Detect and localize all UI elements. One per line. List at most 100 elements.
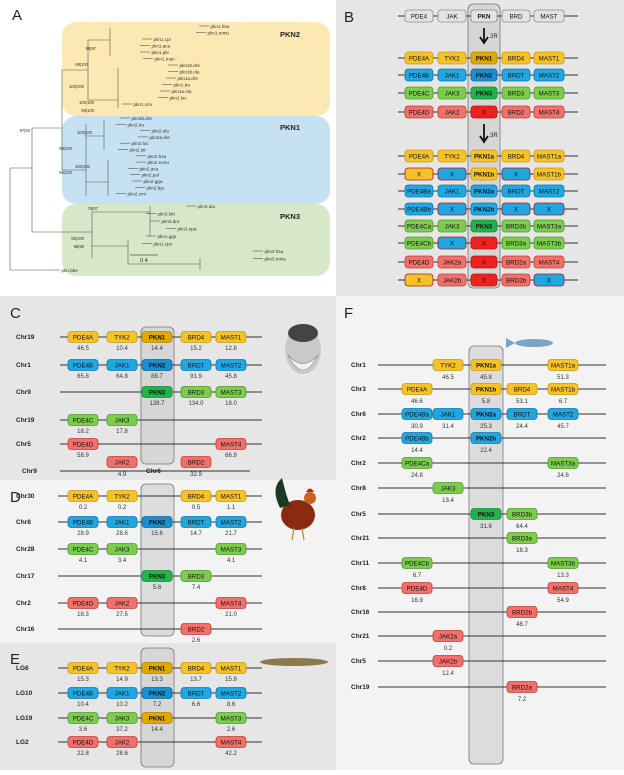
position-value: 42.2	[225, 751, 237, 757]
tree-leaf-label: pkn2.tru	[128, 122, 145, 127]
gene-box-pde4ca	[404, 219, 434, 233]
tree-leaf-label: pkn1.cpi	[154, 37, 171, 42]
position-value: 15.2	[190, 346, 202, 352]
gene-box-jak1	[106, 359, 138, 371]
tree-leaf-label: pkn1.cpo	[154, 242, 173, 247]
gene-box-pkn3	[470, 86, 498, 100]
position-value: 1.1	[227, 505, 236, 511]
gene-box-pde4cb-label: PDE4Cb	[407, 240, 432, 247]
tree-leaf-label: pkn2.fgu	[147, 185, 165, 190]
gene-box-brd4	[180, 662, 212, 674]
gene-box-brd3b-label: BRD3b	[512, 511, 533, 518]
position-value: 54.9	[557, 598, 569, 604]
gene-box-jak3-label: JAK3	[445, 90, 460, 97]
tree-leaf-label: pkn2.cmi	[128, 192, 146, 197]
arrow-down-icon	[479, 28, 489, 45]
gene-box-pde4ba	[404, 184, 434, 198]
tree-leaf-label: pkn2.ola	[152, 129, 170, 134]
position-value: 128.7	[149, 401, 165, 407]
gene-box-brdt	[501, 184, 531, 198]
gene-box-pkn2b	[470, 202, 498, 216]
gene-box-tyk2	[437, 149, 467, 163]
gene-box-pkn1	[141, 331, 173, 343]
chromosome-label: Chr5	[351, 658, 366, 665]
bootstrap-support-label: 98|97	[86, 46, 97, 51]
gene-box-pde4a-label: PDE4A	[73, 334, 94, 341]
gene-box-mast4	[215, 597, 247, 609]
gene-box-mast4-label: MAST4	[539, 259, 560, 266]
gene-box-brdt	[180, 687, 212, 699]
position-value: 88.7	[151, 374, 163, 380]
gene-box-jak2a-label: JAK2a	[439, 633, 458, 640]
position-value: 22.4	[480, 448, 492, 454]
position-value: 10.4	[77, 702, 89, 708]
gene-box-jak2b-label: JAK2b	[439, 658, 458, 665]
gene-box-pde4a	[401, 383, 433, 395]
zebrafish-tail	[506, 338, 515, 348]
gene-box-brd4	[506, 383, 538, 395]
position-value: 48.7	[516, 622, 528, 628]
gene-box-pde4c	[67, 712, 99, 724]
gene-box-mast3-label: MAST3	[221, 389, 242, 396]
gene-box-brd4-label: BRD4	[514, 386, 531, 393]
position-value: 31.4	[442, 424, 454, 430]
position-value: 28.6	[116, 531, 128, 537]
gene-box-pkn1	[141, 662, 173, 674]
gene-box-pkn2a	[470, 184, 498, 198]
gene-box-mast4-label: MAST4	[553, 585, 574, 592]
gene-box-brdt-label: BRDT	[188, 362, 205, 369]
chromosome-label: Chr9	[22, 468, 37, 475]
gene-box-jak1	[437, 184, 467, 198]
gene-box-brd2a	[501, 255, 531, 269]
chromosome-label: Chr19	[16, 334, 35, 341]
gene-box-pkn2	[141, 359, 173, 371]
gene-box-pde4cb	[401, 557, 433, 569]
gene-box-pde4a-label: PDE4A	[407, 386, 428, 393]
gene-box-pkn2	[141, 516, 173, 528]
position-value: 30.9	[411, 424, 423, 430]
gene-box-brdt-label: BRDT	[508, 72, 525, 79]
gene-box-pkn1a	[470, 359, 502, 371]
gene-box-jak2a-label: JAK2a	[443, 259, 462, 266]
gene-box-pde4b	[67, 516, 99, 528]
position-value: 15.6	[151, 531, 163, 537]
position-value: 15.3	[77, 677, 89, 683]
gene-box-pkn1a-label: PKN1a	[474, 153, 495, 160]
gene-box-mast2-label: MAST2	[539, 72, 560, 79]
position-value: 46.5	[442, 375, 454, 381]
gene-box-brd4	[180, 490, 212, 502]
gene-box-brd2	[180, 623, 212, 635]
chromosome-label: Chr2	[351, 460, 366, 467]
position-value: 46.6	[411, 399, 423, 405]
duplication-label: 2R	[490, 34, 498, 40]
position-value: 28.6	[116, 751, 128, 757]
position-value: 53.1	[516, 399, 528, 405]
tree-leaf-label: pkn1a.dre	[178, 76, 199, 81]
gene-box-brd2a-label: BRD2a	[506, 259, 527, 266]
gene-box-pde4a	[404, 149, 434, 163]
gene-box-mast4	[533, 105, 565, 119]
position-value: 24.6	[557, 473, 569, 479]
gene-box-pkn1b-label: PKN1b	[476, 386, 497, 393]
gene-box-x	[404, 167, 434, 181]
position-value: 0.2	[79, 505, 88, 511]
gene-box-pde4ca-label: PDE4Ca	[405, 460, 430, 467]
gene-box-pde4c-label: PDE4C	[73, 417, 94, 424]
gene-box-mast1-label: MAST1	[221, 493, 242, 500]
gene-box-mast3	[215, 712, 247, 724]
gene-box-pde4d	[67, 597, 99, 609]
gene-box-jak3	[106, 414, 138, 426]
bootstrap-support-label: 98|100	[81, 108, 94, 113]
gene-box-jak2b	[437, 273, 467, 287]
gene-box-mast4-label: MAST4	[539, 109, 560, 116]
position-value: 14.4	[411, 448, 423, 454]
gene-box-pde4-label: PDE4	[411, 13, 428, 20]
position-value: 45.8	[480, 375, 492, 381]
gene-box-brd3-label: BRD3	[188, 389, 205, 396]
gene-box-brd3a	[506, 532, 538, 544]
position-value: 14.4	[151, 727, 163, 733]
gene-box-pkn1	[470, 51, 498, 65]
gene-box-pkn3-label: PKN3	[478, 511, 495, 518]
gene-box-jak	[437, 9, 467, 23]
gene-box-jak1-label: JAK1	[445, 188, 460, 195]
